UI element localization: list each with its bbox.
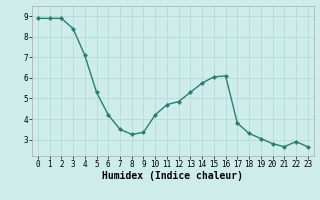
- X-axis label: Humidex (Indice chaleur): Humidex (Indice chaleur): [102, 171, 243, 181]
